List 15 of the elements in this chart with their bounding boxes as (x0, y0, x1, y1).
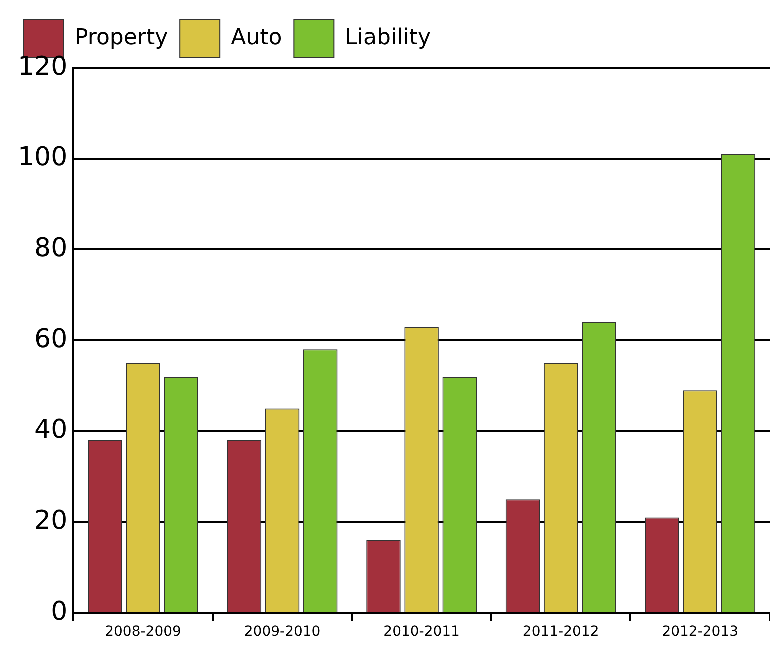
x-tick-label: 2009-2010 (244, 624, 321, 640)
x-tick-label: 2008-2009 (105, 624, 182, 640)
y-tick-label: 40 (34, 415, 68, 446)
x-tick-label: 2011-2012 (522, 624, 600, 640)
legend-label: Auto (231, 26, 282, 51)
y-tick-label: 80 (34, 233, 68, 264)
y-tick-label: 0 (51, 596, 68, 627)
y-tick-label: 20 (34, 506, 68, 536)
y-tick-label: 100 (18, 142, 68, 173)
legend-label: Property (75, 26, 168, 51)
x-tick-label: 2012-2013 (662, 624, 739, 640)
y-tick-label: 120 (18, 52, 68, 82)
x-tick-label: 2010-2011 (384, 624, 460, 640)
legend-label: Liability (345, 26, 431, 51)
y-tick-label: 60 (34, 324, 68, 354)
